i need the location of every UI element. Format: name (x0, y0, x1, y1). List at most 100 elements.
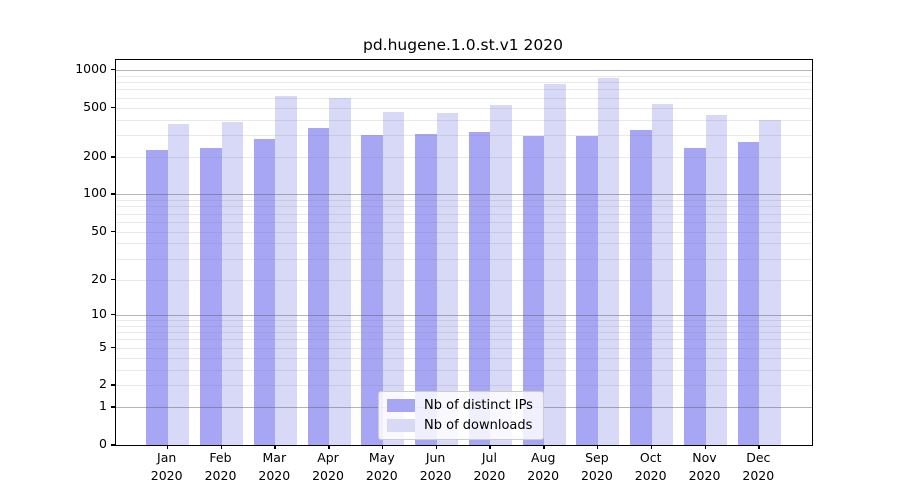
gridline-minor (116, 89, 812, 91)
y-tick-mark (111, 68, 115, 71)
grid-layer (116, 60, 812, 445)
gridline-minor (116, 320, 812, 321)
x-tick-label-feb: Feb 2020 (204, 450, 237, 483)
x-tick-label-may: May 2020 (365, 450, 398, 483)
gridline-minor (116, 200, 812, 202)
bar-oct-distinct-ips (630, 130, 652, 445)
legend-item-distinct-ips: Nb of distinct IPs (387, 398, 533, 413)
bar-may-downloads (382, 111, 405, 445)
bar-jul-downloads (490, 104, 512, 445)
gridline-minor (116, 206, 812, 208)
y-tick-label: 100 (83, 185, 107, 201)
y-tick-label: 2 (99, 376, 107, 392)
bar-apr-distinct-ips (307, 127, 329, 445)
gridline-minor (116, 243, 812, 245)
bar-aug-downloads (544, 83, 566, 445)
x-tick-mark (489, 445, 491, 449)
y-tick-mark (111, 106, 115, 108)
legend-label-downloads: Nb of downloads (424, 418, 533, 433)
gridline-minor (116, 279, 812, 281)
gridline-minor (116, 213, 812, 215)
gridline-minor (116, 82, 812, 83)
x-tick-label-jul: Jul 2020 (473, 450, 506, 483)
y-tick-label: 1 (99, 398, 107, 414)
y-tick-mark (111, 230, 115, 232)
y-tick-mark (111, 313, 115, 316)
x-tick-mark (435, 445, 438, 449)
x-tick-label-jun: Jun 2020 (419, 450, 452, 483)
x-tick-label-jan: Jan 2020 (150, 450, 183, 483)
x-tick-mark (704, 445, 706, 449)
bar-jul-distinct-ips (468, 131, 491, 445)
bar-jun-distinct-ips (415, 134, 437, 445)
y-tick-mark (111, 384, 115, 386)
legend-swatch-distinct-ips-icon (387, 399, 415, 412)
y-tick-label: 500 (83, 98, 107, 114)
y-tick-mark (111, 444, 115, 446)
x-tick-mark (166, 445, 169, 449)
x-tick-mark (381, 445, 384, 449)
chart-title: pd.hugene.1.0.st.v1 2020 (363, 36, 563, 54)
gridline-minor (116, 135, 812, 137)
x-tick-label-dec: Dec 2020 (742, 450, 775, 483)
gridline-minor (116, 97, 812, 99)
x-tick-label-nov: Nov 2020 (688, 450, 721, 483)
gridline-minor (116, 258, 812, 260)
x-tick-mark (543, 445, 545, 449)
x-tick-mark (596, 445, 599, 449)
gridline-major (116, 194, 812, 196)
gridline-minor (116, 347, 812, 349)
y-tick-label: 0 (99, 436, 107, 451)
y-tick-mark (111, 193, 115, 195)
bar-feb-distinct-ips (200, 148, 222, 445)
gridline-minor (116, 75, 812, 77)
y-tick-mark (111, 278, 115, 281)
bar-nov-downloads (705, 115, 727, 445)
x-tick-mark (274, 445, 276, 449)
gridline-minor (116, 332, 812, 334)
gridline-minor (116, 325, 812, 327)
bar-mar-distinct-ips (253, 138, 276, 445)
bar-aug-distinct-ips (522, 135, 545, 445)
x-tick-label-apr: Apr 2020 (312, 450, 344, 483)
gridline-minor (116, 369, 812, 371)
x-tick-mark (758, 445, 760, 449)
bar-feb-downloads (221, 122, 243, 445)
x-tick-label-mar: Mar 2020 (258, 450, 291, 483)
y-tick-label: 20 (91, 270, 107, 286)
bar-jan-distinct-ips (146, 150, 168, 445)
y-tick-label: 200 (83, 148, 107, 164)
plot-area: Nb of distinct IPs Nb of downloads (115, 59, 813, 446)
gridline-major (116, 314, 812, 316)
gridline-minor (116, 231, 812, 233)
bars-layer (116, 60, 812, 445)
gridline-minor (116, 385, 812, 387)
bar-mar-downloads (275, 96, 297, 445)
bar-sep-distinct-ips (576, 136, 598, 445)
y-tick-label: 5 (99, 338, 107, 354)
gridline-minor (116, 107, 812, 109)
bar-jun-downloads (436, 113, 459, 445)
legend-label-distinct-ips: Nb of distinct IPs (424, 398, 533, 413)
bar-sep-downloads (597, 78, 620, 445)
gridline-minor (116, 339, 812, 341)
legend-item-downloads: Nb of downloads (387, 418, 533, 433)
bar-oct-downloads (651, 103, 674, 445)
gridline-major (116, 69, 812, 71)
gridline-minor (116, 157, 812, 159)
y-tick-label: 1000 (75, 60, 107, 76)
x-tick-label-aug: Aug 2020 (527, 450, 560, 483)
bar-nov-distinct-ips (684, 147, 706, 445)
bar-apr-downloads (329, 98, 351, 445)
y-tick-mark (111, 406, 115, 408)
y-tick-mark (111, 346, 115, 349)
gridline-minor (116, 119, 812, 121)
x-tick-mark (650, 445, 653, 449)
legend: Nb of distinct IPs Nb of downloads (378, 391, 544, 440)
x-tick-label-oct: Oct 2020 (634, 450, 667, 483)
x-tick-label-sep: Sep 2020 (580, 450, 613, 483)
gridline-minor (116, 357, 812, 359)
bar-dec-distinct-ips (737, 142, 760, 445)
legend-swatch-downloads-icon (387, 419, 415, 432)
